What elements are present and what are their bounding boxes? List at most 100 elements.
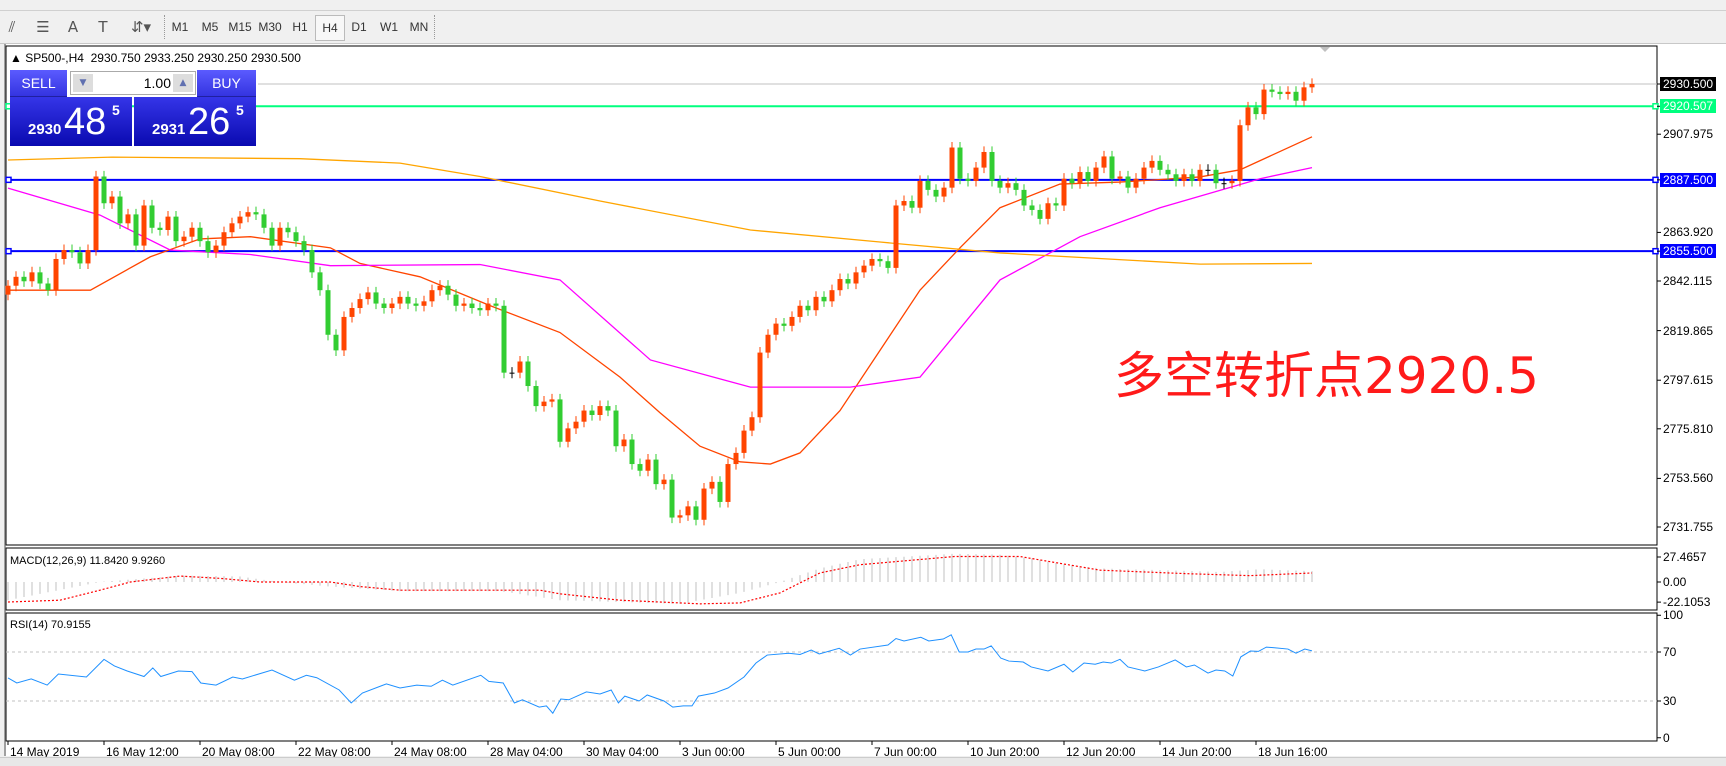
candle-body: [1157, 160, 1163, 170]
timeframe-m1[interactable]: M1: [171, 20, 189, 34]
macd-signal-line: [7, 555, 1313, 605]
candle-body: [413, 303, 419, 306]
timeframe-d1[interactable]: D1: [351, 20, 367, 34]
candle-body: [309, 250, 315, 273]
timeframe-w1[interactable]: W1: [380, 20, 398, 34]
candle-body: [957, 147, 963, 179]
candle-body: [789, 316, 795, 326]
candle-body: [1181, 174, 1187, 181]
line-price-label: 2920.507: [1660, 99, 1717, 114]
candle-body: [1133, 178, 1139, 188]
candle-body: [293, 232, 299, 242]
buy-price-pips: 26: [188, 101, 231, 143]
horizontal-scrollbar[interactable]: [0, 757, 1726, 766]
candle-body: [133, 214, 139, 246]
sell-price-prefix: 2930: [28, 121, 62, 138]
candle-body: [53, 258, 59, 291]
main-panel-border: [5, 45, 1658, 546]
chart-annotation[interactable]: 多空转折点2920.5: [1114, 347, 1539, 405]
candle-body: [429, 290, 435, 302]
candle-body: [301, 241, 307, 251]
candle-body: [725, 464, 731, 502]
candle-body: [733, 452, 739, 465]
sell-price-fraction: 5: [112, 102, 120, 118]
candle-body: [373, 292, 379, 304]
candle-body: [117, 196, 123, 224]
chart-window[interactable]: [4, 44, 1726, 756]
candle-body: [13, 276, 19, 286]
candle-body: [597, 406, 603, 416]
collapse-triangle-icon[interactable]: ▲: [10, 51, 26, 65]
candle-body: [997, 180, 1003, 188]
candle-body: [941, 187, 947, 197]
candle-body: [661, 479, 667, 485]
timeframe-h4[interactable]: H4: [315, 15, 345, 41]
main-toolbar: [0, 0, 1726, 11]
sell-button[interactable]: SELL: [10, 70, 67, 97]
candle-body: [285, 227, 291, 233]
drawing-toolbar: ⫽ ☰ A T ⇵▾ M1 M5 M15 M30 H1 H4 D1 W1 MN: [0, 11, 1726, 44]
timeframe-mn[interactable]: MN: [409, 20, 429, 34]
candle-body: [341, 316, 347, 351]
candle-body: [1037, 209, 1043, 219]
candle-body: [701, 488, 707, 520]
candle-body: [1277, 91, 1283, 95]
candle-body: [1165, 169, 1171, 175]
candle-body: [989, 151, 995, 181]
text-icon[interactable]: A: [67, 18, 79, 36]
candle-body: [85, 250, 91, 264]
candle-body: [525, 361, 531, 387]
sell-price-button[interactable]: 2930 48 5: [10, 97, 132, 146]
arrows-icon[interactable]: ⇵▾: [130, 18, 152, 36]
lot-size-input[interactable]: ▼ 1.00 ▲: [70, 71, 196, 95]
candle-body: [1309, 84, 1315, 88]
lot-increase-icon[interactable]: ▲: [173, 74, 193, 92]
candle-body: [549, 399, 555, 402]
candle-body: [797, 305, 803, 317]
candle-body: [453, 294, 459, 306]
buy-button[interactable]: BUY: [197, 70, 256, 97]
candle-body: [1189, 174, 1195, 181]
candle-body: [365, 292, 371, 300]
candle-body: [1069, 178, 1075, 184]
elliott-wave-icon[interactable]: ⫽: [8, 18, 16, 36]
candle-body: [157, 227, 163, 230]
price-tick-label: 2731.755: [1663, 520, 1714, 534]
candle-body: [469, 303, 475, 309]
candle-body: [693, 506, 699, 520]
text-label-icon[interactable]: T: [98, 18, 108, 36]
candle-body: [477, 308, 483, 311]
buy-price-prefix: 2931: [152, 121, 186, 138]
timeframe-m15[interactable]: M15: [228, 20, 252, 34]
time-axis-label: 24 May 08:00: [394, 745, 467, 759]
time-axis-label: 20 May 08:00: [202, 745, 275, 759]
price-tick-label: 2842.115: [1663, 274, 1713, 288]
candle-body: [765, 334, 771, 353]
candle-body: [421, 301, 427, 306]
ohlc-high: 2933.250: [144, 51, 195, 65]
timeframe-m30[interactable]: M30: [258, 20, 282, 34]
candle-body: [485, 303, 491, 311]
candle-body: [397, 296, 403, 304]
candle-body: [109, 196, 115, 204]
candle-body: [1269, 89, 1275, 92]
candle-body: [781, 323, 787, 326]
timeframe-h1[interactable]: H1: [292, 20, 308, 34]
sell-price-pips: 48: [64, 101, 107, 143]
candle-body: [1021, 189, 1027, 206]
buy-price-button[interactable]: 2931 26 5: [134, 97, 256, 146]
candle-body: [933, 189, 939, 197]
candle-body: [885, 261, 891, 268]
candle-body: [229, 223, 235, 233]
candle-body: [1141, 167, 1147, 179]
fibonacci-icon[interactable]: ☰: [36, 18, 50, 36]
lot-decrease-icon[interactable]: ▼: [73, 74, 93, 92]
candle-body: [613, 410, 619, 447]
timeframe-m5[interactable]: M5: [201, 20, 219, 34]
candle-body: [213, 245, 219, 253]
candle-body: [1117, 176, 1123, 179]
candle-body: [533, 386, 539, 407]
candle-body: [333, 334, 339, 351]
ohlc-close: 2930.500: [250, 51, 301, 65]
